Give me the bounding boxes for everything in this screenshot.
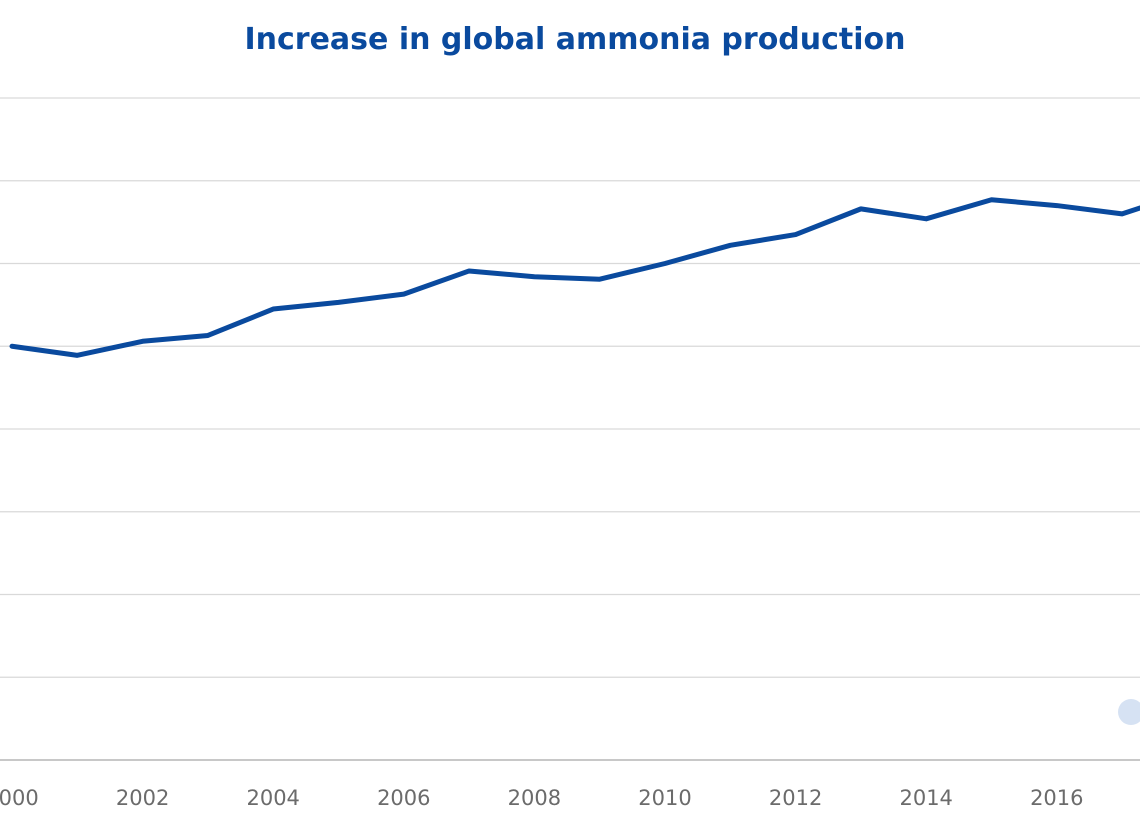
x-tick-label: 2010 xyxy=(638,786,691,810)
chart-title: Increase in global ammonia production xyxy=(244,22,906,57)
highlight-marker xyxy=(1118,699,1140,725)
x-tick-label: 2000 xyxy=(0,786,39,810)
x-tick-label: 2008 xyxy=(508,786,561,810)
x-tick-label: 2004 xyxy=(246,786,299,810)
series-line xyxy=(9,197,1140,358)
x-tick-label: 2006 xyxy=(377,786,430,810)
x-tick-label: 2012 xyxy=(769,786,822,810)
x-tick-label: 2002 xyxy=(116,786,169,810)
x-tick-label: 2016 xyxy=(1030,786,1083,810)
x-tick-label: 2014 xyxy=(899,786,952,810)
